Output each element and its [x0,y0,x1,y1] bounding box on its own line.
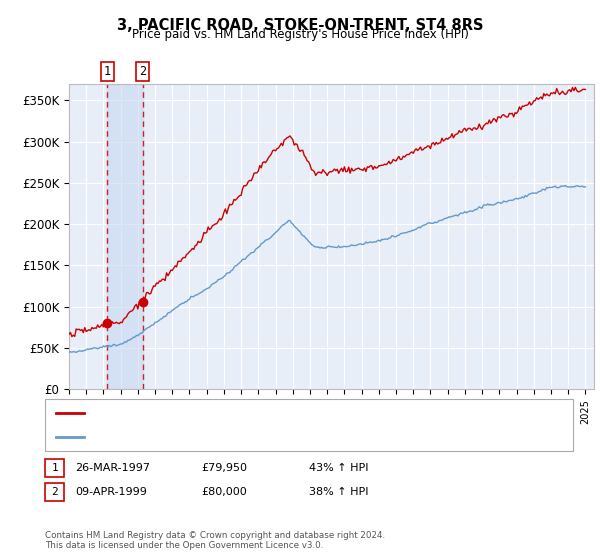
Text: £80,000: £80,000 [201,487,247,497]
Text: 1: 1 [103,66,110,78]
Text: 38% ↑ HPI: 38% ↑ HPI [309,487,368,497]
Text: 2: 2 [51,487,58,497]
Text: Price paid vs. HM Land Registry's House Price Index (HPI): Price paid vs. HM Land Registry's House … [131,28,469,41]
Text: 1: 1 [51,463,58,473]
Text: £79,950: £79,950 [201,463,247,473]
Text: Contains HM Land Registry data © Crown copyright and database right 2024.
This d: Contains HM Land Registry data © Crown c… [45,530,385,550]
Bar [107,84,143,389]
Text: 09-APR-1999: 09-APR-1999 [75,487,147,497]
Text: 26-MAR-1997: 26-MAR-1997 [75,463,150,473]
Text: 43% ↑ HPI: 43% ↑ HPI [309,463,368,473]
Text: HPI: Average price, detached house, Stoke-on-Trent: HPI: Average price, detached house, Stok… [88,432,356,442]
Text: 2: 2 [139,66,146,78]
Text: 3, PACIFIC ROAD, STOKE-ON-TRENT, ST4 8RS (detached house): 3, PACIFIC ROAD, STOKE-ON-TRENT, ST4 8RS… [88,408,416,418]
Text: 3, PACIFIC ROAD, STOKE-ON-TRENT, ST4 8RS: 3, PACIFIC ROAD, STOKE-ON-TRENT, ST4 8RS [117,18,483,33]
